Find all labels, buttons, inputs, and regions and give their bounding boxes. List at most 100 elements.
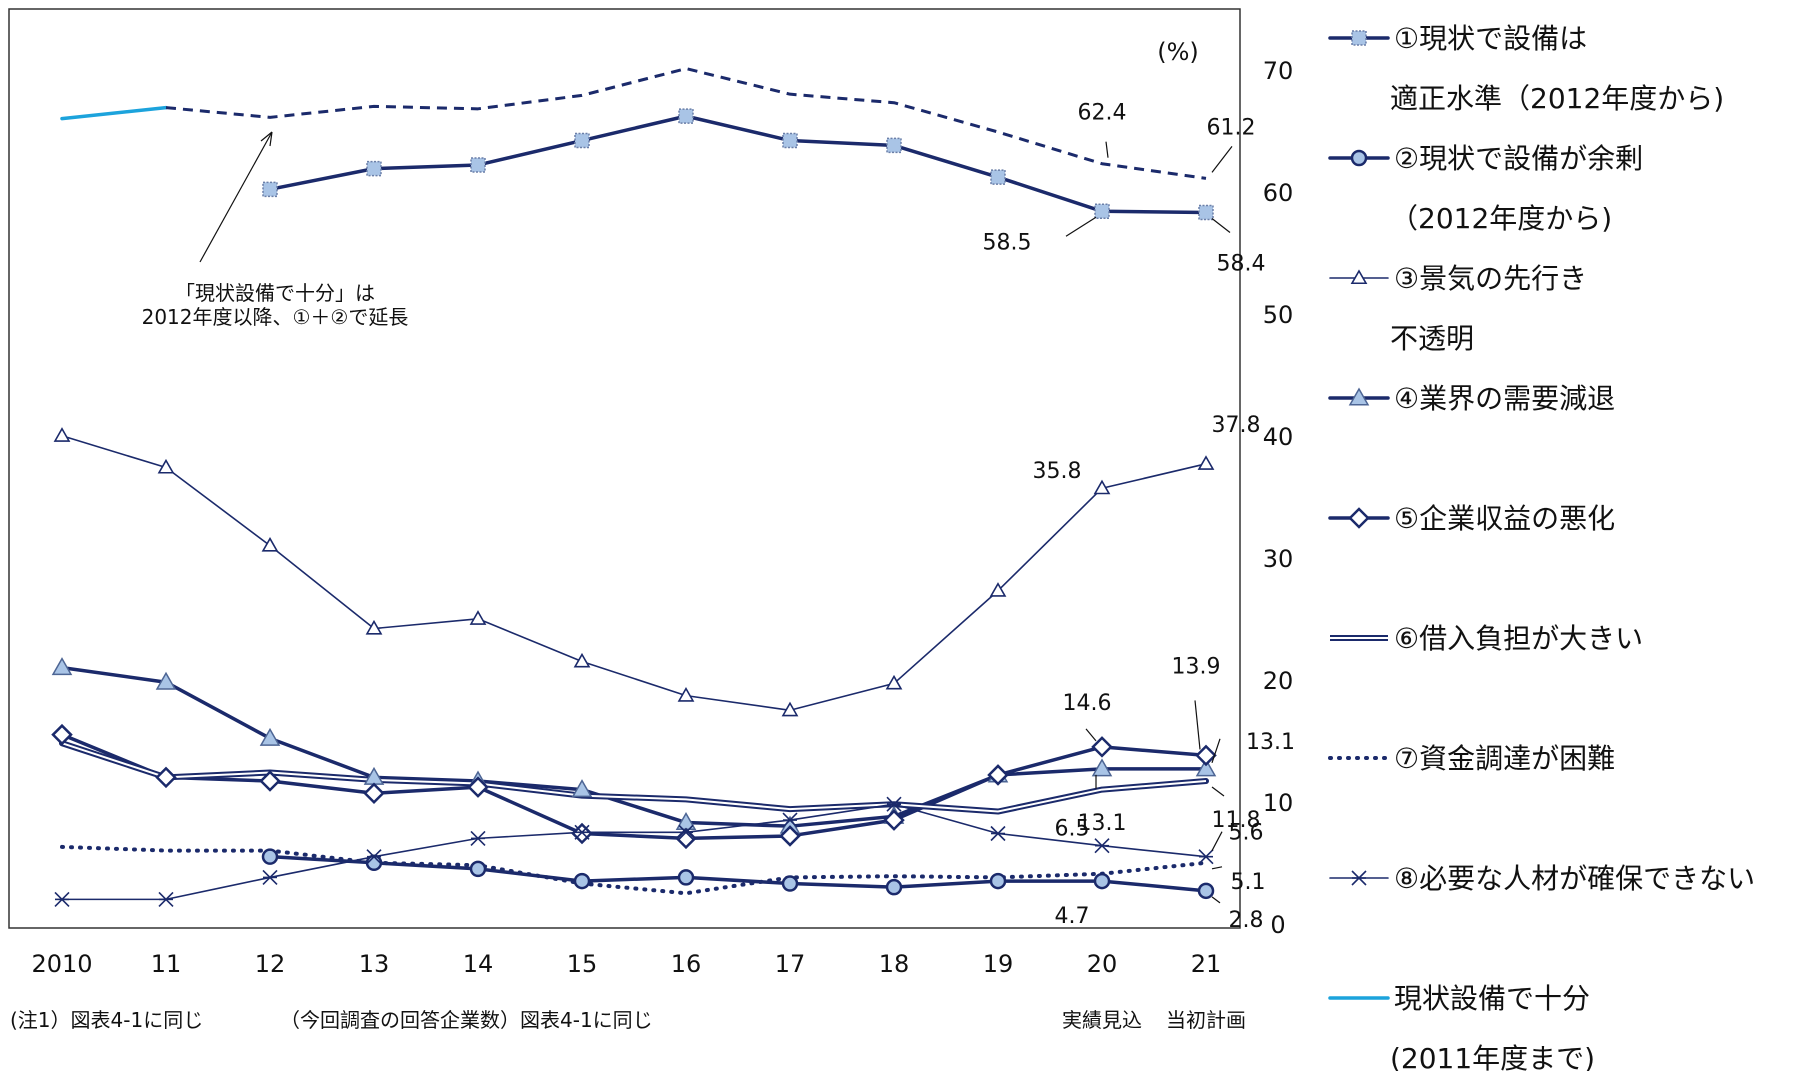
data-point-s8-2 <box>262 869 278 885</box>
footnote-1: (注1）図表4-1に同じ <box>10 1008 203 1032</box>
x-tick-label: 12 <box>255 950 286 978</box>
data-label: 35.8 <box>1033 459 1082 484</box>
legend-text-s9: 現状設備で十分 <box>1394 982 1590 1015</box>
data-point-s5-11 <box>1195 744 1217 767</box>
data-point-s4-10 <box>1091 758 1113 777</box>
series-line-s10 <box>165 67 1207 180</box>
data-point-s8-11 <box>1198 849 1214 865</box>
data-point-s1-3 <box>366 160 382 177</box>
legend-text-s3: 不透明 <box>1390 322 1474 355</box>
data-point-s3-11 <box>1197 455 1215 470</box>
data-point-s1-2 <box>262 181 278 198</box>
x-tick-sublabel: 実績見込 <box>1062 1008 1142 1032</box>
data-label: 13.1 <box>1246 730 1295 755</box>
data-point-s3-4 <box>469 610 487 625</box>
data-point-s4-11 <box>1195 758 1217 777</box>
data-point-s2-5 <box>573 872 591 890</box>
data-label-leader <box>1194 700 1201 750</box>
legend-text-s2: （2012年度から) <box>1390 202 1612 235</box>
data-point-s2-4 <box>469 860 487 878</box>
annotation-line-2: 2012年度以降、①＋②で延長 <box>142 305 409 329</box>
data-point-s4-1 <box>155 671 177 690</box>
x-tick-label: 17 <box>775 950 806 978</box>
legend-text-s6: ⑥借入負担が大きい <box>1394 622 1643 655</box>
annotation-arrow-head <box>260 131 273 147</box>
data-label-leader <box>1211 831 1223 851</box>
y-tick-label: 40 <box>1263 423 1294 451</box>
y-tick-label: 50 <box>1263 301 1294 329</box>
series-line-s7 <box>60 844 1208 896</box>
data-point-s3-10 <box>1093 479 1111 495</box>
data-point-s3-2 <box>261 536 279 552</box>
data-point-s2-6 <box>677 869 695 886</box>
data-point-s5-5 <box>571 822 593 845</box>
data-point-s3-6 <box>677 687 695 702</box>
data-point-s1-4 <box>470 157 486 173</box>
data-point-s1-11 <box>1198 204 1214 221</box>
data-label: 13.1 <box>1078 811 1127 836</box>
data-point-s3-1 <box>157 458 175 474</box>
legend-marker-s5 <box>1348 507 1370 529</box>
unit-label: (%) <box>1157 38 1199 66</box>
data-point-s1-6 <box>678 108 694 124</box>
data-label: 5.1 <box>1231 870 1266 895</box>
data-label: 11.8 <box>1212 808 1261 833</box>
legend-text-s4: ④業界の需要減退 <box>1394 382 1615 415</box>
data-point-s2-3 <box>365 854 383 872</box>
legend-marker-s1 <box>1351 30 1367 46</box>
data-point-s5-4 <box>467 776 489 798</box>
data-label: 37.8 <box>1212 413 1261 438</box>
data-label: 58.4 <box>1217 252 1266 277</box>
y-tick-label: 30 <box>1263 545 1294 573</box>
series-line-s4 <box>60 665 1208 828</box>
data-label: 58.5 <box>983 230 1032 255</box>
data-point-s5-10 <box>1091 736 1113 758</box>
data-point-s8-6 <box>678 824 694 840</box>
data-point-s3-3 <box>365 619 383 635</box>
data-label-leader <box>1105 141 1109 158</box>
legend-text-s8: ⑧必要な人材が確保できない <box>1394 862 1755 895</box>
data-label: 62.4 <box>1078 101 1127 126</box>
data-point-s2-7 <box>781 875 799 892</box>
x-tick-label: 20 <box>1087 950 1118 978</box>
data-label-leader <box>1211 145 1233 173</box>
series-layer <box>51 67 1217 907</box>
x-tick-label: 15 <box>567 950 598 978</box>
x-tick-label: 11 <box>151 950 182 978</box>
data-label-leader <box>1211 866 1223 870</box>
legend-text-s5: ⑤企業収益の悪化 <box>1394 502 1615 535</box>
data-point-s5-3 <box>363 782 385 805</box>
x-tick-label: 18 <box>879 950 910 978</box>
data-point-s5-8 <box>883 809 905 831</box>
data-point-s3-5 <box>573 652 591 668</box>
series-line-s5 <box>60 732 1208 841</box>
data-point-s8-1 <box>158 891 174 907</box>
data-label-leader <box>1211 786 1225 797</box>
y-tick-label: 20 <box>1263 667 1294 695</box>
data-point-s8-0 <box>54 891 70 907</box>
series-line-inner-s6 <box>61 742 1207 813</box>
legend-text-s1: ①現状で設備は <box>1394 22 1587 55</box>
legend-text-s2: ②現状で設備が余剰 <box>1394 142 1643 175</box>
data-point-s5-7 <box>779 825 801 847</box>
data-point-s5-9 <box>987 764 1009 786</box>
x-tick-sublabel: 当初計画 <box>1166 1008 1246 1032</box>
data-point-s2-10 <box>1093 872 1111 890</box>
annotation-line-1: 「現状設備で十分」は <box>175 281 375 305</box>
series-line-s9 <box>60 105 168 121</box>
data-label-leader <box>1211 218 1231 233</box>
legend-marker-s4 <box>1348 387 1370 406</box>
y-tick-label: 70 <box>1263 57 1294 85</box>
data-point-s1-10 <box>1094 203 1110 220</box>
data-point-s8-8 <box>886 796 902 812</box>
data-point-s4-5 <box>571 779 593 798</box>
data-label-leader <box>1211 896 1221 904</box>
legend-text-s9: (2011年度まで) <box>1390 1042 1595 1071</box>
series-line-s1 <box>268 114 1208 215</box>
legend-marker-s2 <box>1350 149 1368 167</box>
data-point-s4-2 <box>259 727 281 746</box>
data-point-s2-8 <box>885 878 903 896</box>
data-point-s8-9 <box>990 825 1006 842</box>
